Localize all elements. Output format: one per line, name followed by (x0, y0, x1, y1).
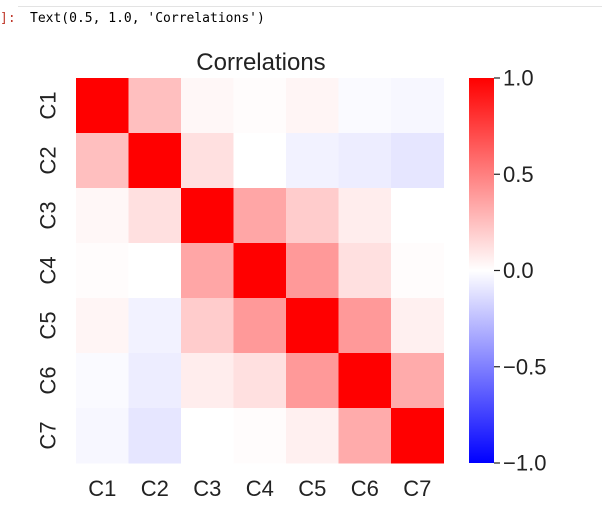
colorbar-tick-label: −1.0 (503, 451, 546, 476)
colorbar-tick-label: 0.5 (503, 162, 534, 187)
column-label-c7: C7 (403, 476, 431, 501)
column-label-c6: C6 (351, 476, 379, 501)
row-label-c2: C2 (36, 146, 61, 174)
column-label-c4: C4 (246, 476, 274, 501)
heatmap-cell-c6-c1 (76, 353, 129, 409)
heatmap-cell-c1-c1 (76, 78, 129, 134)
heatmap-cell-c1-c2 (128, 78, 182, 134)
heatmap-cell-c6-c5 (286, 353, 339, 409)
row-label-c5: C5 (36, 311, 61, 339)
colorbar-tick-label: −0.5 (503, 354, 546, 379)
heatmap-cell-c3-c1 (76, 188, 129, 244)
heatmap-cell-c2-c1 (76, 133, 129, 189)
row-label-c7: C7 (36, 421, 61, 449)
heatmap-cell-c4-c3 (181, 243, 234, 299)
heatmap-cell-c2-c3 (181, 133, 234, 189)
column-labels: C1 C2 C3 C4 C5 C6 C7 (88, 476, 431, 501)
heatmap-cell-c3-c2 (128, 188, 182, 244)
heatmap-cell-c6-c4 (233, 353, 287, 409)
heatmap-cell-c5-c6 (338, 298, 392, 354)
heatmap-cell-c6-c3 (181, 353, 234, 409)
heatmap-cell-c2-c5 (286, 133, 339, 189)
heatmap-cell-c4-c1 (76, 243, 129, 299)
heatmap-cell-c1-c4 (233, 78, 287, 134)
row-label-c6: C6 (36, 366, 61, 394)
heatmap-cell-c1-c5 (286, 78, 339, 134)
heatmap-cell-c2-c2 (128, 133, 182, 189)
chart-title: Correlations (196, 49, 325, 76)
column-label-c2: C2 (141, 476, 169, 501)
heatmap-cell-c4-c7 (391, 243, 444, 299)
heatmap-cell-c1-c6 (338, 78, 392, 134)
colorbar-tick-label: 0.0 (503, 258, 534, 283)
heatmap-cell-c6-c6 (338, 353, 392, 409)
row-label-c1: C1 (36, 91, 61, 119)
heatmap-cell-c7-c2 (128, 408, 182, 464)
heatmap-cell-c5-c2 (128, 298, 182, 354)
heatmap-cell-c5-c4 (233, 298, 287, 354)
colorbar-tick-label: 1.0 (503, 66, 534, 91)
colorbar (469, 78, 494, 463)
heatmap-cell-c4-c6 (338, 243, 392, 299)
heatmap-cell-c1-c7 (391, 78, 444, 134)
column-label-c1: C1 (88, 476, 116, 501)
heatmap-cell-c7-c6 (338, 408, 392, 464)
heatmap-cell-c5-c5 (286, 298, 339, 354)
heatmap-cell-c7-c4 (233, 408, 287, 464)
heatmap-cell-c3-c7 (391, 188, 444, 244)
heatmap-cell-c1-c3 (181, 78, 234, 134)
heatmap-cell-c5-c7 (391, 298, 444, 354)
heatmap-cell-c7-c1 (76, 408, 129, 464)
heatmap-cell-c3-c5 (286, 188, 339, 244)
heatmap-cell-c6-c7 (391, 353, 444, 409)
heatmap-cell-c3-c4 (233, 188, 287, 244)
heatmap-cell-c6-c2 (128, 353, 182, 409)
heatmap-cell-c2-c6 (338, 133, 392, 189)
heatmap-cell-c5-c1 (76, 298, 129, 354)
heatmap-cell-c4-c2 (128, 243, 182, 299)
column-label-c3: C3 (193, 476, 221, 501)
row-label-c3: C3 (36, 201, 61, 229)
heatmap-cell-c2-c4 (233, 133, 287, 189)
column-label-c5: C5 (298, 476, 326, 501)
heatmap-cell-c3-c3 (181, 188, 234, 244)
output-prompt: ]: (0, 11, 16, 26)
row-labels: C1 C2 C3 C4 C5 C6 C7 (36, 91, 61, 449)
heatmap-cell-c7-c5 (286, 408, 339, 464)
heatmap-cell-c4-c5 (286, 243, 339, 299)
row-label-c4: C4 (36, 256, 61, 284)
heatmap-cell-c2-c7 (391, 133, 444, 189)
colorbar-ticks: 1.0 0.5 0.0 −0.5 −1.0 (494, 66, 546, 476)
heatmap-cell-c7-c7 (391, 408, 444, 464)
heatmap-cell-c3-c6 (338, 188, 392, 244)
heatmap-cell-c4-c4 (233, 243, 287, 299)
heatmap-cells (76, 78, 444, 464)
heatmap-cell-c5-c3 (181, 298, 234, 354)
cell-top-border (18, 0, 602, 7)
output-text: Text(0.5, 1.0, 'Correlations') (30, 11, 265, 26)
heatmap-cell-c7-c3 (181, 408, 234, 464)
